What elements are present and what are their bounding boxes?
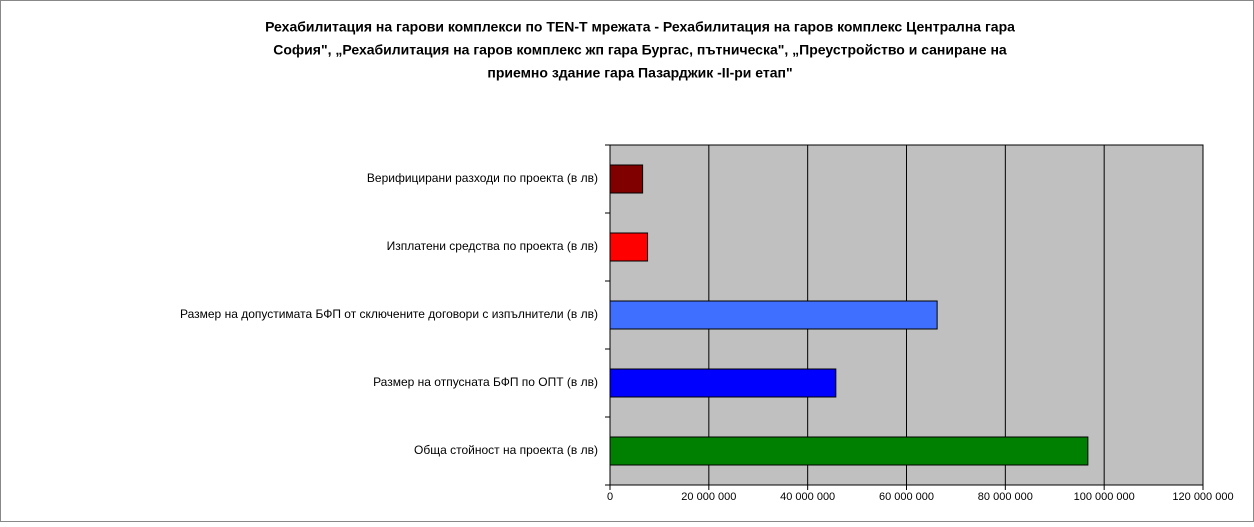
y-tick-label: Верифицирани разходи по проекта (в лв) xyxy=(367,171,598,185)
x-tick-label: 20 000 000 xyxy=(681,491,736,503)
bar xyxy=(609,232,649,262)
x-tick-label: 100 000 000 xyxy=(1074,491,1135,503)
bar xyxy=(609,436,1089,466)
x-tick-label: 60 000 000 xyxy=(879,491,934,503)
x-tick-label: 120 000 000 xyxy=(1172,491,1233,503)
y-tick-label: Обща стойност на проекта (в лв) xyxy=(414,443,598,457)
chart-title: приемно здание гара Пазарджик -II-ри ета… xyxy=(487,65,792,81)
bar xyxy=(609,164,644,194)
bar xyxy=(609,300,938,330)
y-tick-label: Размер на отпусната БФП по ОПТ (в лв) xyxy=(373,375,598,389)
y-tick-label: Размер на допустимата БФП от сключените … xyxy=(180,307,598,321)
x-tick-label: 40 000 000 xyxy=(780,491,835,503)
x-tick-label: 0 xyxy=(607,491,613,503)
bar xyxy=(609,368,837,398)
chart-title: София", „Рехабилитация на гаров комплекс… xyxy=(273,42,1007,58)
chart-title: Рехабилитация на гарови комплекси по TEN… xyxy=(265,19,1015,35)
y-tick-label: Изплатени средства по проекта (в лв) xyxy=(387,239,598,253)
x-tick-label: 80 000 000 xyxy=(978,491,1033,503)
